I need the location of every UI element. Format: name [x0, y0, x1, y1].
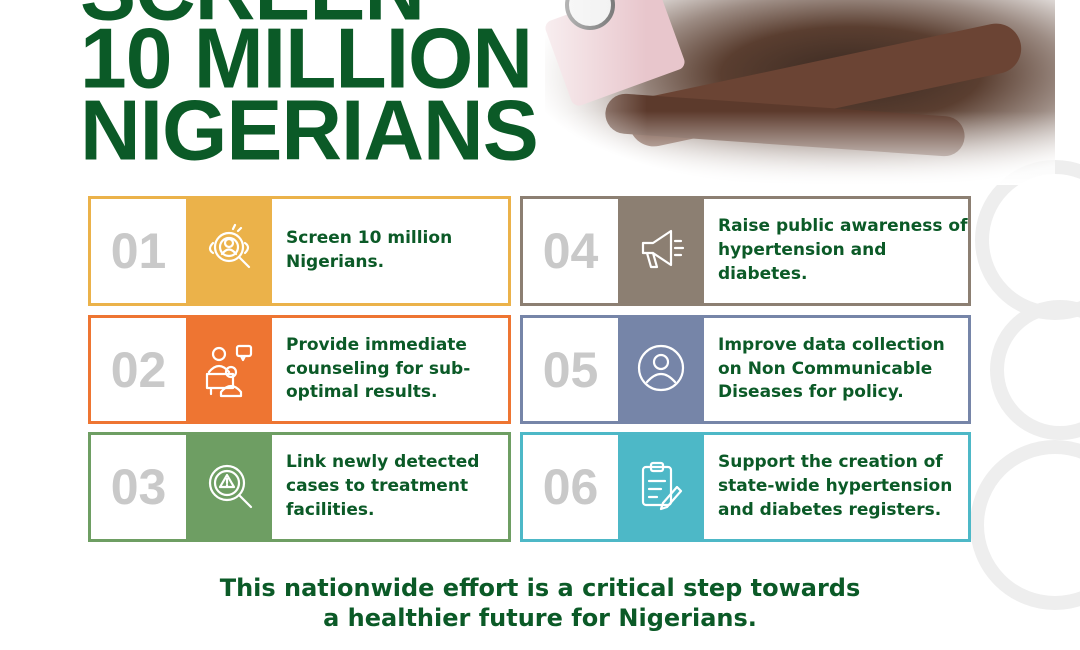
- objective-text: Screen 10 million Nigerians.: [286, 228, 453, 272]
- objective-card-02: 02 Provide immediate counseling for sub-…: [88, 315, 511, 424]
- icon-panel: [618, 435, 704, 539]
- objective-text: Support the creation of state-wide hyper…: [718, 452, 953, 520]
- user-circle-icon: [637, 344, 685, 391]
- headline-line-2: NIGERIANS: [80, 82, 539, 178]
- objective-text: Improve data collection on Non Communica…: [718, 334, 945, 403]
- objective-number: 04: [542, 223, 599, 279]
- counseling-icon: [205, 344, 253, 397]
- objective-number: 05: [542, 341, 599, 398]
- icon-panel: [186, 199, 272, 303]
- objective-card-03: 03 Link newly detected cases to treatmen…: [88, 432, 511, 542]
- objective-number: 06: [542, 459, 599, 515]
- objective-card-01: 01 Screen 10 million Nigerians.: [88, 196, 511, 306]
- objective-number: 01: [110, 223, 167, 279]
- objective-number: 02: [110, 341, 167, 398]
- icon-panel: [186, 318, 272, 421]
- clipboard-icon: [641, 461, 683, 511]
- objective-text: Provide immediate counseling for sub-opt…: [286, 334, 471, 403]
- footer-line-1: This nationwide effort is a critical ste…: [219, 574, 861, 602]
- icon-panel: [618, 318, 704, 421]
- objective-number: 03: [110, 459, 167, 515]
- search-person-icon: [208, 223, 251, 269]
- footer-line-2: a healthier future for Nigerians.: [323, 604, 757, 632]
- objective-card-04: 04 Raise public awareness of hypertensio…: [520, 196, 971, 306]
- icon-panel: [186, 435, 272, 539]
- megaphone-icon: [641, 229, 685, 269]
- objective-text: Link newly detected cases to treatment f…: [286, 452, 480, 520]
- headline-line-0: SCREEN: [80, 0, 425, 33]
- warning-search-icon: [208, 464, 253, 509]
- icon-panel: [618, 199, 704, 303]
- objective-card-06: 06 Support the creation of state-wide hy…: [520, 432, 971, 542]
- headline-line-1: 10 MILLION: [80, 10, 533, 106]
- objective-text: Raise public awareness of hypertension a…: [718, 216, 968, 284]
- blood-pressure-photo: [545, 0, 1055, 185]
- objective-card-05: 05 Improve data collection on Non Commun…: [520, 315, 971, 424]
